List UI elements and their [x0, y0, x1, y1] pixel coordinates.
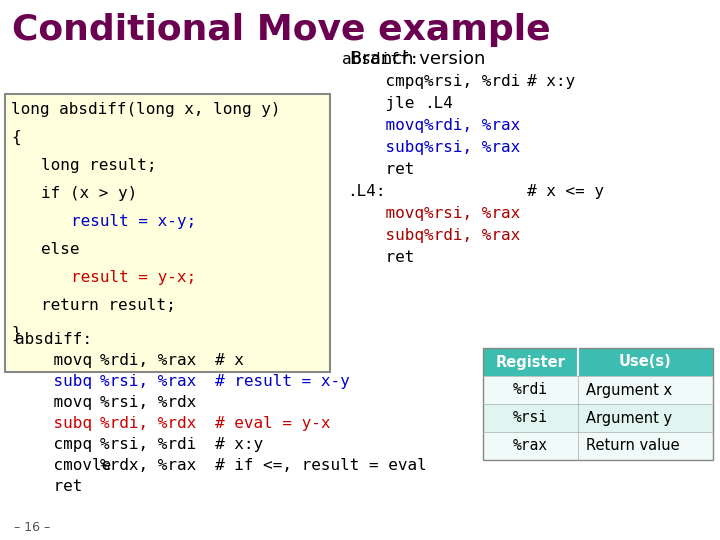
- FancyBboxPatch shape: [5, 94, 330, 372]
- Text: Branch version: Branch version: [350, 50, 485, 68]
- Text: %rdi: %rdi: [513, 382, 548, 397]
- Text: %rsi, %rdi: %rsi, %rdi: [424, 74, 521, 89]
- Text: .L4:: .L4:: [347, 184, 385, 199]
- Text: ret: ret: [347, 162, 415, 177]
- FancyBboxPatch shape: [483, 404, 713, 432]
- Text: if (x > y): if (x > y): [41, 186, 138, 201]
- Text: Use(s): Use(s): [619, 354, 672, 369]
- Text: %rsi, %rdx: %rsi, %rdx: [100, 395, 197, 410]
- Text: ret: ret: [347, 250, 415, 265]
- Text: movq: movq: [15, 395, 92, 410]
- Text: Conditional Move example: Conditional Move example: [12, 13, 551, 47]
- Text: %rsi, %rax: %rsi, %rax: [424, 206, 521, 221]
- Text: long result;: long result;: [41, 158, 156, 173]
- FancyBboxPatch shape: [483, 432, 713, 460]
- Text: ret: ret: [15, 479, 82, 494]
- Text: # if <=, result = eval: # if <=, result = eval: [215, 458, 427, 473]
- Text: else: else: [41, 242, 79, 257]
- Text: %rax: %rax: [513, 438, 548, 454]
- Text: cmovle: cmovle: [15, 458, 112, 473]
- Text: movq: movq: [347, 118, 424, 133]
- Text: %rsi: %rsi: [513, 410, 548, 426]
- Text: # x:y: # x:y: [527, 74, 575, 89]
- Text: Register: Register: [495, 354, 565, 369]
- Text: .L4: .L4: [424, 96, 453, 111]
- Text: movq: movq: [347, 206, 424, 221]
- Text: long absdiff(long x, long y): long absdiff(long x, long y): [11, 102, 281, 117]
- Text: result = y-x;: result = y-x;: [71, 270, 196, 285]
- Text: %rsi, %rax: %rsi, %rax: [424, 140, 521, 155]
- Text: # result = x-y: # result = x-y: [215, 374, 350, 389]
- Text: %rdx, %rax: %rdx, %rax: [100, 458, 197, 473]
- Text: Return value: Return value: [586, 438, 680, 454]
- Text: subq: subq: [347, 140, 424, 155]
- Text: %rdi, %rax: %rdi, %rax: [424, 118, 521, 133]
- Text: absdiff:: absdiff:: [15, 332, 92, 347]
- Text: cmpq: cmpq: [347, 74, 424, 89]
- Text: – 16 –: – 16 –: [14, 521, 50, 534]
- Text: # x: # x: [215, 353, 244, 368]
- Text: subq: subq: [15, 374, 92, 389]
- Text: %rdi, %rax: %rdi, %rax: [424, 228, 521, 243]
- Text: {: {: [11, 130, 21, 145]
- Text: cmpq: cmpq: [15, 437, 92, 452]
- Text: absdiff:: absdiff:: [342, 52, 419, 67]
- Text: movq: movq: [15, 353, 92, 368]
- Text: # x:y: # x:y: [215, 437, 263, 452]
- FancyBboxPatch shape: [483, 376, 713, 404]
- Text: result = x-y;: result = x-y;: [71, 214, 196, 229]
- Text: %rsi, %rax: %rsi, %rax: [100, 374, 197, 389]
- Text: Argument y: Argument y: [586, 410, 672, 426]
- Text: %rdi, %rax: %rdi, %rax: [100, 353, 197, 368]
- Text: # eval = y-x: # eval = y-x: [215, 416, 330, 431]
- Text: subq: subq: [347, 228, 424, 243]
- Text: %rdi, %rdx: %rdi, %rdx: [100, 416, 197, 431]
- Text: jle: jle: [347, 96, 415, 111]
- Text: # x <= y: # x <= y: [527, 184, 604, 199]
- Text: subq: subq: [15, 416, 92, 431]
- Text: }: }: [11, 326, 21, 341]
- Text: %rsi, %rdi: %rsi, %rdi: [100, 437, 197, 452]
- FancyBboxPatch shape: [483, 348, 713, 376]
- Text: return result;: return result;: [41, 298, 176, 313]
- Text: Argument x: Argument x: [586, 382, 672, 397]
